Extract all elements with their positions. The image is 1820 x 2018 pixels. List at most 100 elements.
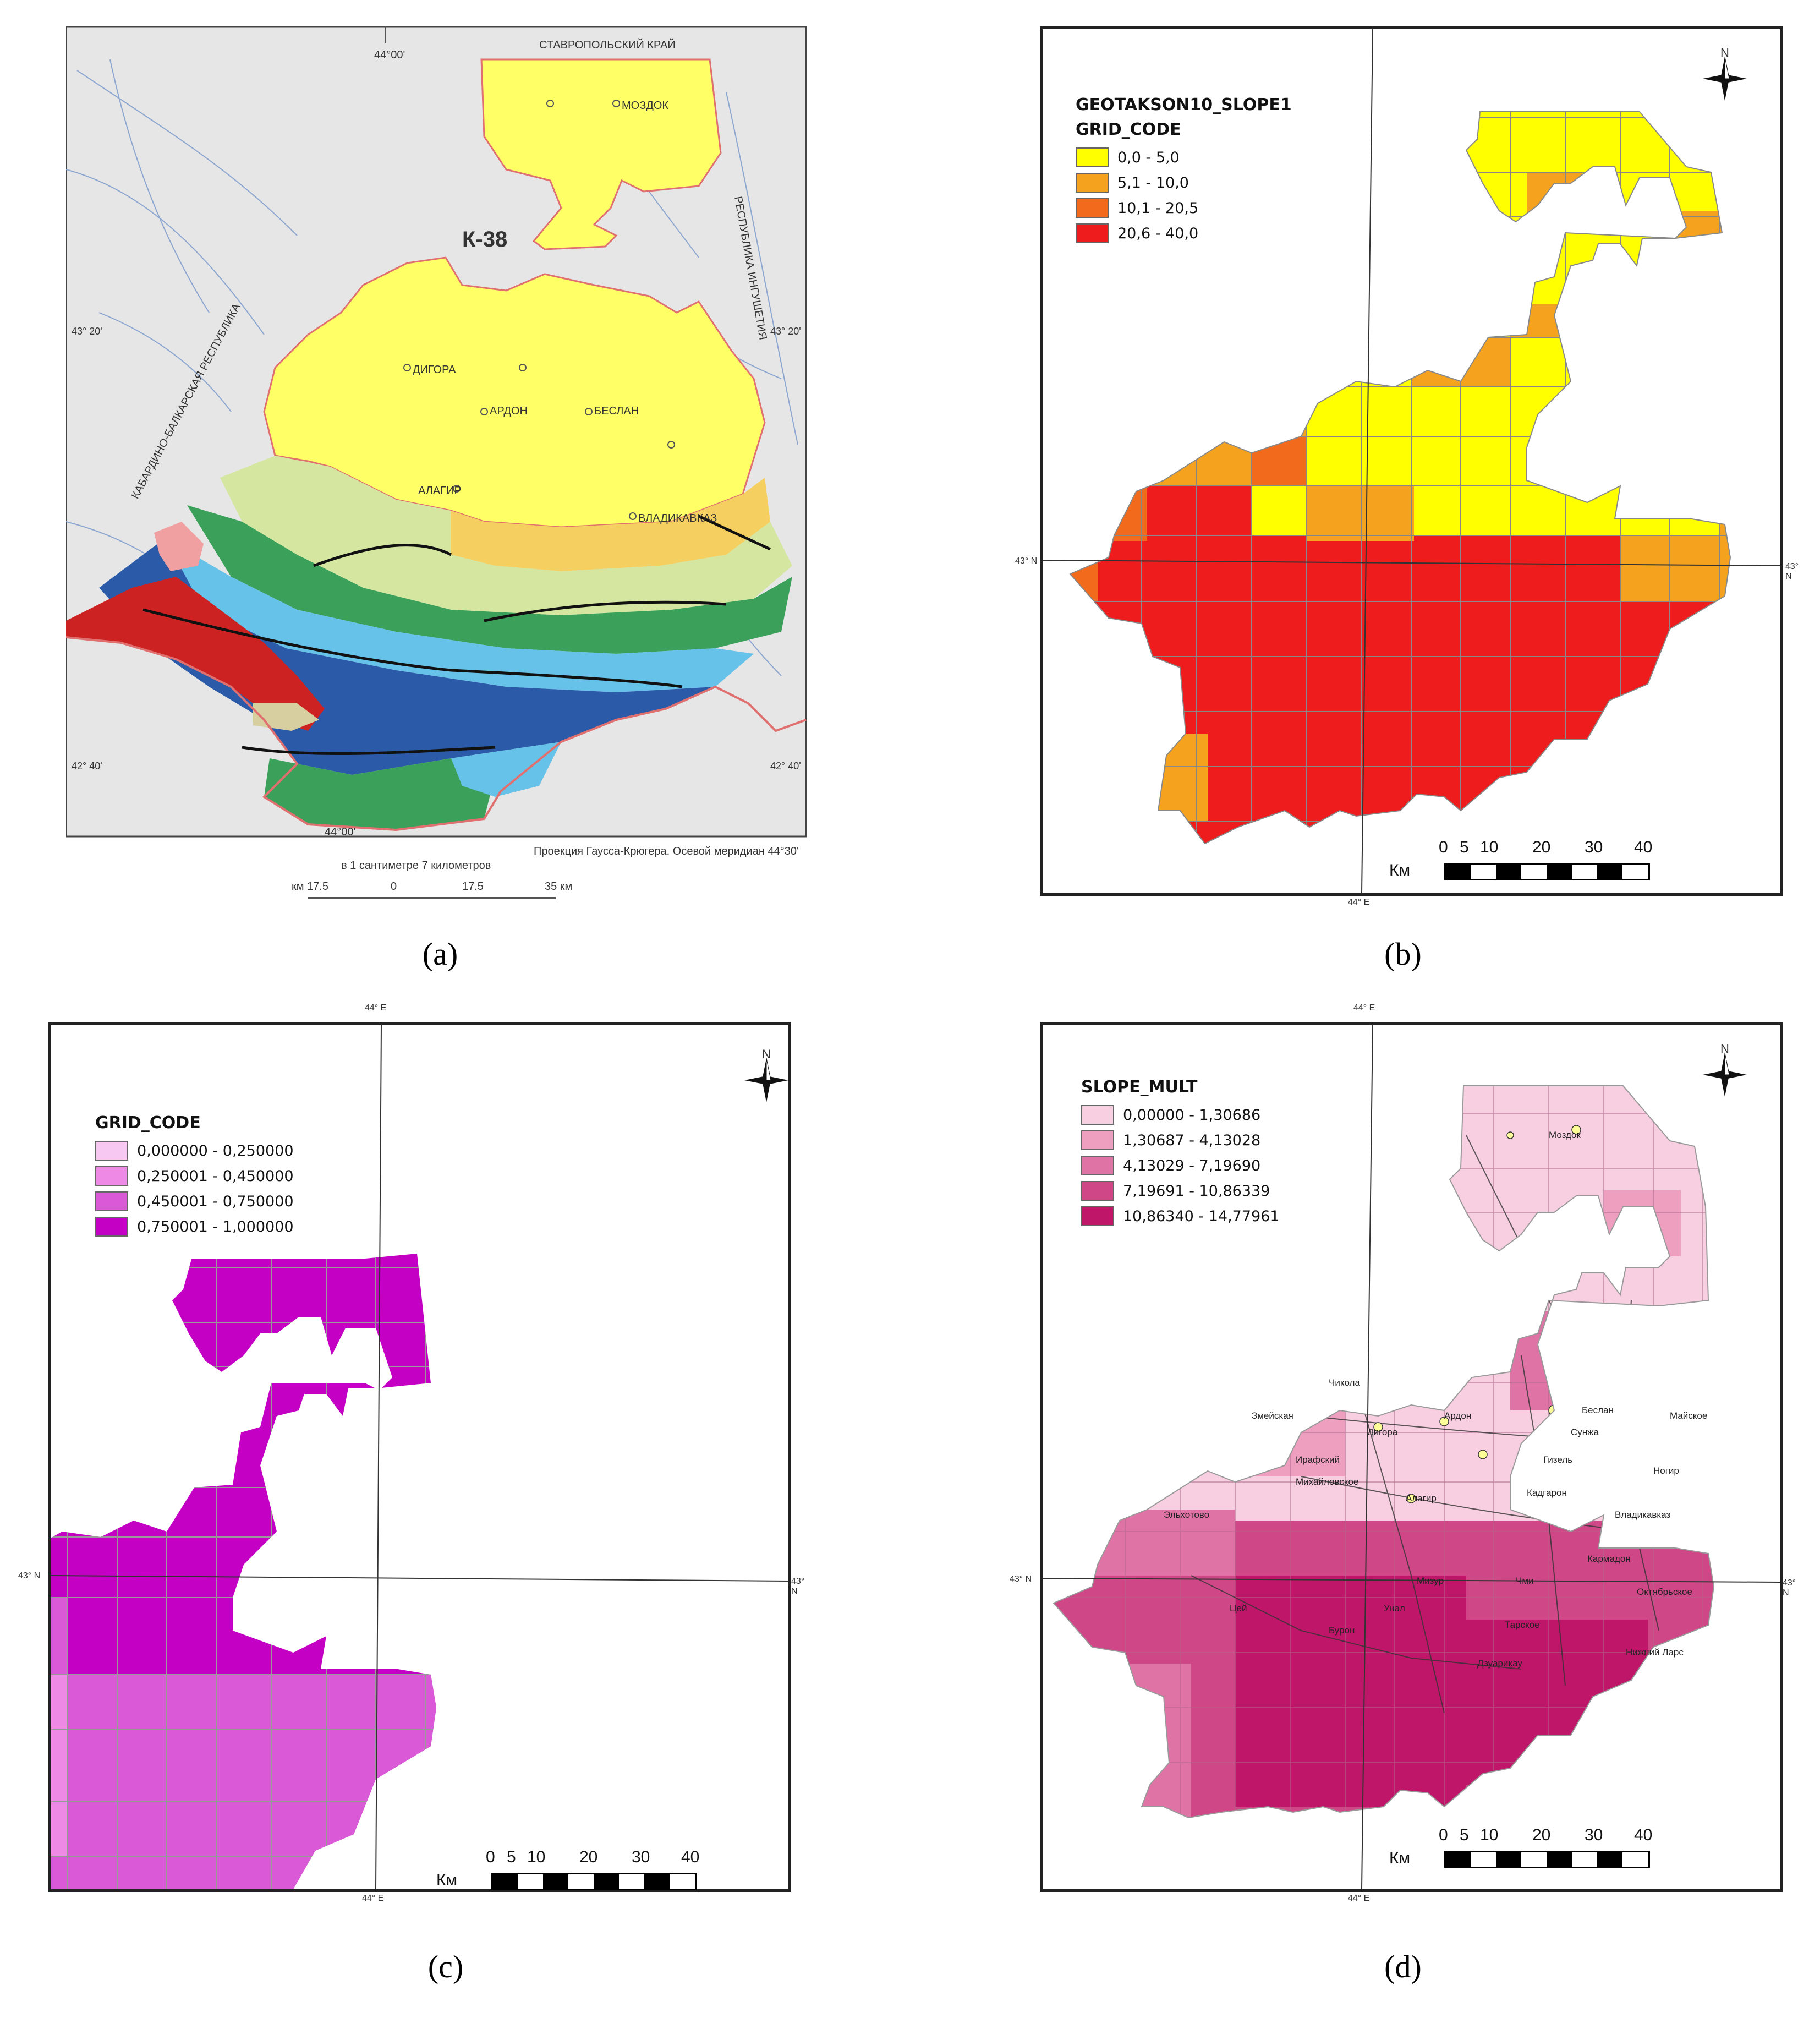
panel-b-slope-map: GEOTAKSON10_SLOPE1 GRID_CODE 0,0 - 5,0 5,… xyxy=(1015,26,1799,907)
legend-label: 7,19691 - 10,86339 xyxy=(1123,1182,1270,1200)
scale-a-tick-1: 0 xyxy=(391,881,397,893)
lon-label-bottom: 44°00' xyxy=(325,826,355,838)
scale-c-0: 0 xyxy=(486,1848,495,1866)
legend-c-item: 0,250001 - 0,450000 xyxy=(95,1163,294,1189)
place-label: Гизель xyxy=(1543,1454,1573,1465)
caption-d: (d) xyxy=(1384,1949,1422,1984)
legend-label: 1,30687 - 4,13028 xyxy=(1123,1131,1261,1149)
place-label: Сунжа xyxy=(1571,1427,1599,1437)
scale-d-bar xyxy=(1444,1851,1650,1868)
scale-c-bar xyxy=(491,1873,697,1890)
lat-label-d-right: 43° N xyxy=(1783,1578,1796,1598)
legend-d-rows: 0,00000 - 1,30686 1,30687 - 4,13028 4,1302… xyxy=(1081,1102,1280,1229)
legend-swatch xyxy=(1076,173,1109,193)
lat-label-42-40-right: 42° 40' xyxy=(770,761,801,772)
caption-c: (c) xyxy=(427,1949,464,1984)
legend-label: 0,0 - 5,0 xyxy=(1117,149,1180,166)
north-label-c: N xyxy=(762,1047,771,1061)
unit-lightblue-band xyxy=(165,538,754,692)
scale-d-40: 40 xyxy=(1634,1826,1653,1844)
place-label: Змейская xyxy=(1252,1410,1293,1421)
unit-red-crystalline xyxy=(66,577,325,731)
unit-yellow-north xyxy=(480,58,722,250)
north-arrow-c xyxy=(744,1058,788,1102)
lat-label-42-40-left: 42° 40' xyxy=(72,761,102,772)
scale-d-unit: Км xyxy=(1389,1849,1411,1867)
city-mozdok: МОЗДОК xyxy=(622,100,668,112)
scale-a-tick-2: 17.5 xyxy=(462,881,484,893)
legend-swatch xyxy=(95,1191,128,1211)
legend-swatch xyxy=(1076,147,1109,167)
place-label: Эльхотово xyxy=(1164,1510,1210,1520)
legend-swatch xyxy=(1081,1105,1114,1125)
republic-boundary xyxy=(65,636,807,832)
panel-a-geologic-map: К-38 МОЗДОК БЕСЛАН АРДОН ДИГОРА АЛАГИР В… xyxy=(65,25,809,857)
scale-d-10: 10 xyxy=(1480,1826,1499,1844)
place-label: Чикола xyxy=(1329,1377,1360,1388)
legend-label: 5,1 - 10,0 xyxy=(1117,174,1189,192)
legend-d: SLOPE_MULT 0,00000 - 1,30686 1,30687 - 4,… xyxy=(1081,1078,1280,1229)
place-label: Дигора xyxy=(1367,1427,1398,1437)
legend-d-item: 10,86340 - 14,77961 xyxy=(1081,1204,1280,1229)
legend-b-title1: GEOTAKSON10_SLOPE1 xyxy=(1076,95,1292,114)
unit-orange-band xyxy=(451,478,770,571)
city-alagir: АЛАГИР xyxy=(418,485,462,497)
scale-c-unit: Км xyxy=(436,1871,458,1889)
legend-b-item: 20,6 - 40,0 xyxy=(1076,221,1292,246)
legend-b-title2: GRID_CODE xyxy=(1076,120,1181,139)
slope-map-svg xyxy=(1042,29,1780,894)
legend-c-item: 0,450001 - 0,750000 xyxy=(95,1189,294,1214)
meridian-b xyxy=(1361,29,1373,894)
panel-c-gridcode-map: GRID_CODE 0,000000 - 0,250000 0,250001 - … xyxy=(0,1003,804,1994)
scale-b-0: 0 xyxy=(1439,838,1448,856)
city-ardon: АРДОН xyxy=(490,405,528,417)
scale-b-30: 30 xyxy=(1585,838,1603,856)
unit-darkblue-band xyxy=(99,538,715,775)
place-label: Ногир xyxy=(1653,1465,1679,1476)
scale-d-5: 5 xyxy=(1460,1826,1469,1844)
legend-b-rows: 0,0 - 5,0 5,1 - 10,0 10,1 - 20,5 20,6 - 40,… xyxy=(1076,145,1292,246)
place-label: Чми xyxy=(1516,1576,1534,1586)
legend-label: 0,250001 - 0,450000 xyxy=(137,1167,294,1185)
legend-label: 20,6 - 40,0 xyxy=(1117,225,1199,242)
lat-label-b-left: 43° N xyxy=(1015,556,1038,566)
place-label: Моздок xyxy=(1549,1130,1581,1140)
scale-c-5: 5 xyxy=(507,1848,516,1866)
geologic-map-svg: К-38 МОЗДОК БЕСЛАН АРДОН ДИГОРА АЛАГИР В… xyxy=(65,25,807,838)
unit-lightblue-south xyxy=(451,742,561,797)
meridian-d xyxy=(1361,1025,1373,1890)
unit-green-south xyxy=(264,758,495,830)
lon-label-d-bottom: 44° E xyxy=(1348,1894,1370,1903)
city-vladikavkaz: ВЛАДИКАВКАЗ xyxy=(638,512,717,524)
projection-note: Проекция Гаусса-Крюгера. Осевой меридиан… xyxy=(534,845,799,857)
legend-swatch xyxy=(1081,1206,1114,1226)
city-beslan: БЕСЛАН xyxy=(594,405,639,417)
scalebar-b: 0 5 10 20 30 40 Км xyxy=(1389,838,1652,888)
parallel-d xyxy=(1042,1578,1780,1583)
sheet-label: К-38 xyxy=(462,227,507,251)
legend-label: 0,750001 - 1,000000 xyxy=(137,1218,294,1235)
panel-d-slopemult-map: Моздок Беслан Ардон Дигора Алагир Владикавказ… xyxy=(1010,1003,1796,1903)
unit-green-band xyxy=(187,505,792,654)
scale-b-bar xyxy=(1444,863,1650,880)
scale-d-30: 30 xyxy=(1585,1826,1603,1844)
top-region-label: СТАВРОПОЛЬСКИЙ КРАЙ xyxy=(539,38,676,51)
north-label-b: N xyxy=(1720,46,1729,59)
lat-label-d-left: 43° N xyxy=(1010,1574,1032,1584)
place-label: Октябрьское xyxy=(1637,1587,1692,1597)
scale-a-tick-0: км 17.5 xyxy=(292,881,328,893)
legend-b-item: 5,1 - 10,0 xyxy=(1076,170,1292,195)
legend-c-title: GRID_CODE xyxy=(95,1113,201,1133)
place-label: Цей xyxy=(1230,1603,1247,1614)
legend-b-item: 0,0 - 5,0 xyxy=(1076,145,1292,170)
lat-label-43-20-right: 43° 20' xyxy=(770,326,801,337)
scale-c-30: 30 xyxy=(632,1848,650,1866)
legend-label: 10,1 - 20,5 xyxy=(1117,199,1199,217)
scale-b-5: 5 xyxy=(1460,838,1469,856)
legend-b-item: 10,1 - 20,5 xyxy=(1076,195,1292,221)
scalebar-a: км 17.5 0 17.5 35 км xyxy=(292,881,600,903)
place-label: Михайловское xyxy=(1296,1476,1359,1487)
scale-b-40: 40 xyxy=(1634,838,1653,856)
legend-swatch xyxy=(95,1217,128,1237)
lat-label-c-left: 43° N xyxy=(18,1571,41,1581)
